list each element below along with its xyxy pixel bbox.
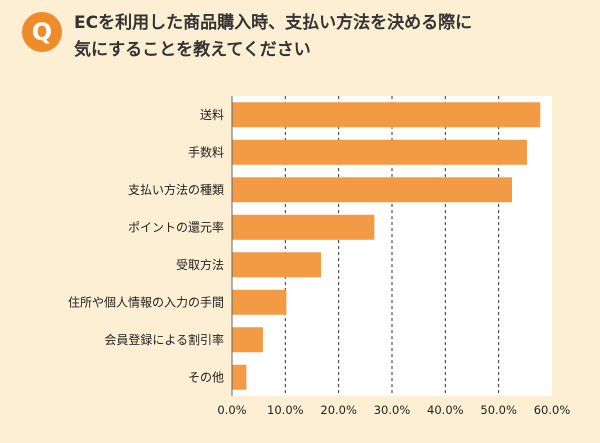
category-label: 手数料	[188, 144, 224, 159]
category-label: 会員登録による割引率	[104, 332, 224, 347]
category-label: 住所や個人情報の入力の手間	[68, 295, 224, 309]
category-label: 受取方法	[176, 257, 224, 272]
question-title-line-2: 気にすることを教えてください	[74, 40, 311, 60]
question-title: ECを利用した商品購入時、支払い方法を決める際に 気にすることを教えてください	[74, 10, 574, 64]
bar	[232, 214, 375, 240]
bar	[232, 289, 287, 315]
x-tick-label: 40.0%	[427, 403, 464, 417]
category-label: ポイントの還元率	[128, 219, 224, 234]
x-tick-label: 30.0%	[374, 403, 411, 417]
x-tick-label: 20.0%	[320, 403, 357, 417]
x-tick-label: 60.0%	[534, 403, 571, 417]
x-tick-label: 0.0%	[217, 403, 246, 417]
bar	[232, 252, 322, 278]
bar	[232, 139, 527, 165]
x-tick-label: 50.0%	[480, 403, 517, 417]
bar	[232, 177, 512, 203]
x-tick-label: 10.0%	[267, 403, 304, 417]
category-label: 送料	[200, 107, 224, 122]
category-label: その他	[188, 370, 224, 384]
bar	[232, 102, 541, 128]
question-badge: Q	[22, 12, 62, 52]
question-title-line-1: ECを利用した商品購入時、支払い方法を決める際に	[74, 13, 473, 33]
category-label: 支払い方法の種類	[128, 182, 224, 197]
bar	[232, 364, 247, 390]
bar	[232, 327, 263, 353]
